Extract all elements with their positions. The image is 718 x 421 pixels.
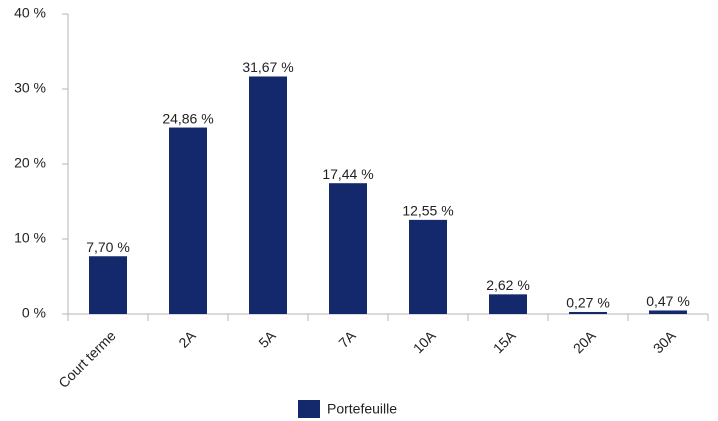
bar	[649, 310, 687, 314]
legend-label: Portefeuille	[327, 401, 397, 417]
x-tick-label: 15A	[490, 327, 519, 356]
x-tick-label: 5A	[255, 327, 279, 351]
y-tick-label: 0 %	[22, 305, 46, 321]
x-tick-label: 2A	[175, 327, 199, 351]
x-tick-label: 30A	[650, 327, 679, 356]
bar	[169, 127, 207, 314]
data-label: 17,44 %	[322, 166, 373, 182]
x-tick-label: 10A	[410, 327, 439, 356]
bar	[409, 219, 447, 314]
y-tick-label: 30 %	[14, 80, 46, 96]
x-tick-label: Court terme	[55, 327, 119, 391]
data-label: 0,27 %	[566, 295, 610, 311]
bar	[329, 183, 367, 314]
bar	[89, 256, 127, 314]
data-label: 2,62 %	[486, 277, 530, 293]
x-tick-label: 20A	[570, 327, 599, 356]
bar	[489, 294, 527, 314]
bar	[249, 76, 287, 314]
y-tick-label: 10 %	[14, 230, 46, 246]
data-label: 31,67 %	[242, 59, 293, 75]
data-label: 7,70 %	[86, 239, 130, 255]
x-tick-label: 7A	[335, 327, 359, 351]
y-tick-label: 40 %	[14, 5, 46, 21]
bar	[569, 311, 607, 314]
data-label: 12,55 %	[402, 203, 453, 219]
legend-swatch	[298, 400, 320, 418]
y-tick-label: 20 %	[14, 155, 46, 171]
data-label: 24,86 %	[162, 110, 213, 126]
data-label: 0,47 %	[646, 293, 690, 309]
